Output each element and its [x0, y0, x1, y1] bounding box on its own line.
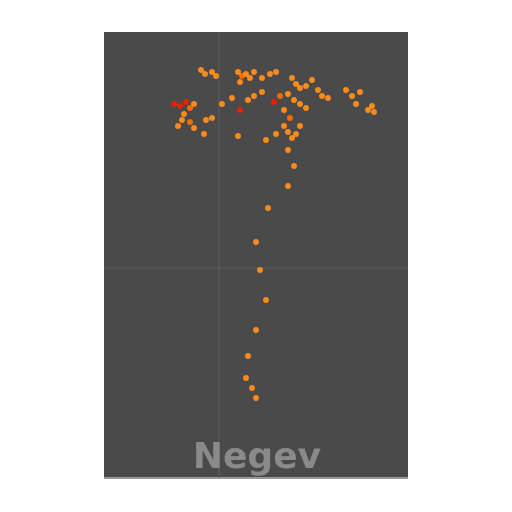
location-dot [349, 93, 355, 99]
location-dot [201, 131, 207, 137]
location-dot [293, 81, 299, 87]
location-dot [285, 183, 291, 189]
location-dot [285, 91, 291, 97]
location-dot [371, 109, 377, 115]
location-dot [281, 107, 287, 113]
location-dot [297, 123, 303, 129]
location-dot [281, 123, 287, 129]
location-dot [353, 101, 359, 107]
location-dot [235, 69, 241, 75]
location-dot [229, 95, 235, 101]
location-dot [277, 93, 283, 99]
location-dot [291, 163, 297, 169]
location-dot [187, 119, 193, 125]
location-dot [213, 73, 219, 79]
location-dot [183, 99, 189, 105]
location-dot [273, 131, 279, 137]
location-dot [297, 85, 303, 91]
location-dot [237, 107, 243, 113]
location-dot [259, 75, 265, 81]
location-dot [285, 129, 291, 135]
location-dot [198, 67, 204, 73]
location-dot [309, 77, 315, 83]
region-label: Negev [193, 436, 321, 477]
location-dot [303, 105, 309, 111]
location-dot [243, 375, 249, 381]
location-dot [251, 93, 257, 99]
location-dot [245, 97, 251, 103]
location-dot [191, 125, 197, 131]
location-dot [263, 297, 269, 303]
location-dot [287, 115, 293, 121]
location-dot [315, 87, 321, 93]
location-dot [175, 123, 181, 129]
location-dot [191, 101, 197, 107]
location-dot [289, 135, 295, 141]
location-dot [357, 89, 363, 95]
location-dot [179, 117, 185, 123]
location-dot [365, 107, 371, 113]
location-dot [253, 327, 259, 333]
map-background [104, 32, 408, 478]
location-dot [237, 79, 243, 85]
location-dot [263, 137, 269, 143]
location-dot [291, 97, 297, 103]
location-dot [297, 101, 303, 107]
location-dot [247, 75, 253, 81]
location-dot [259, 89, 265, 95]
location-dot [235, 133, 241, 139]
location-dot [209, 115, 215, 121]
location-dot [251, 69, 257, 75]
location-dot [253, 395, 259, 401]
location-dot [293, 131, 299, 137]
location-dot [369, 103, 375, 109]
location-dot [177, 103, 183, 109]
location-dot [271, 99, 277, 105]
location-dot [289, 75, 295, 81]
location-dot [171, 101, 177, 107]
location-dot [187, 105, 193, 111]
points [171, 67, 377, 401]
location-dot [265, 205, 271, 211]
location-dot [202, 71, 208, 77]
location-dot [219, 101, 225, 107]
location-dot [319, 93, 325, 99]
location-dot [343, 87, 349, 93]
location-dot [253, 239, 259, 245]
location-dot [257, 267, 263, 273]
location-dot [249, 385, 255, 391]
location-dot [181, 111, 187, 117]
location-dot [267, 71, 273, 77]
location-dot [303, 83, 309, 89]
location-dot [209, 69, 215, 75]
location-dot [203, 117, 209, 123]
location-dot [273, 69, 279, 75]
location-dot [285, 147, 291, 153]
location-dot [325, 95, 331, 101]
location-dot [243, 71, 249, 77]
location-dot [245, 353, 251, 359]
